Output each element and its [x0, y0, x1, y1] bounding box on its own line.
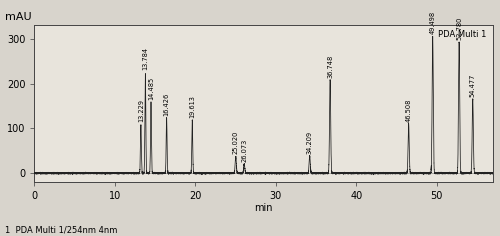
Text: 19.613: 19.613: [190, 95, 196, 118]
X-axis label: min: min: [254, 202, 273, 213]
Text: mAU: mAU: [4, 12, 32, 22]
Text: 26.073: 26.073: [241, 139, 247, 162]
Text: 16.426: 16.426: [164, 93, 170, 116]
Text: 25.020: 25.020: [233, 131, 239, 154]
Text: 1  PDA Multi 1/254nm 4nm: 1 PDA Multi 1/254nm 4nm: [5, 226, 117, 235]
Text: PDA Multi 1: PDA Multi 1: [438, 30, 486, 39]
Text: 54.477: 54.477: [470, 74, 476, 97]
Text: 36.748: 36.748: [327, 55, 333, 78]
Text: 14.485: 14.485: [148, 77, 154, 100]
Text: 34.209: 34.209: [306, 131, 312, 154]
Text: 13.784: 13.784: [142, 47, 148, 70]
Text: 52.780: 52.780: [456, 17, 462, 40]
Text: 13.229: 13.229: [138, 99, 144, 122]
Text: 49.498: 49.498: [430, 11, 436, 34]
Text: 46.508: 46.508: [406, 98, 411, 122]
